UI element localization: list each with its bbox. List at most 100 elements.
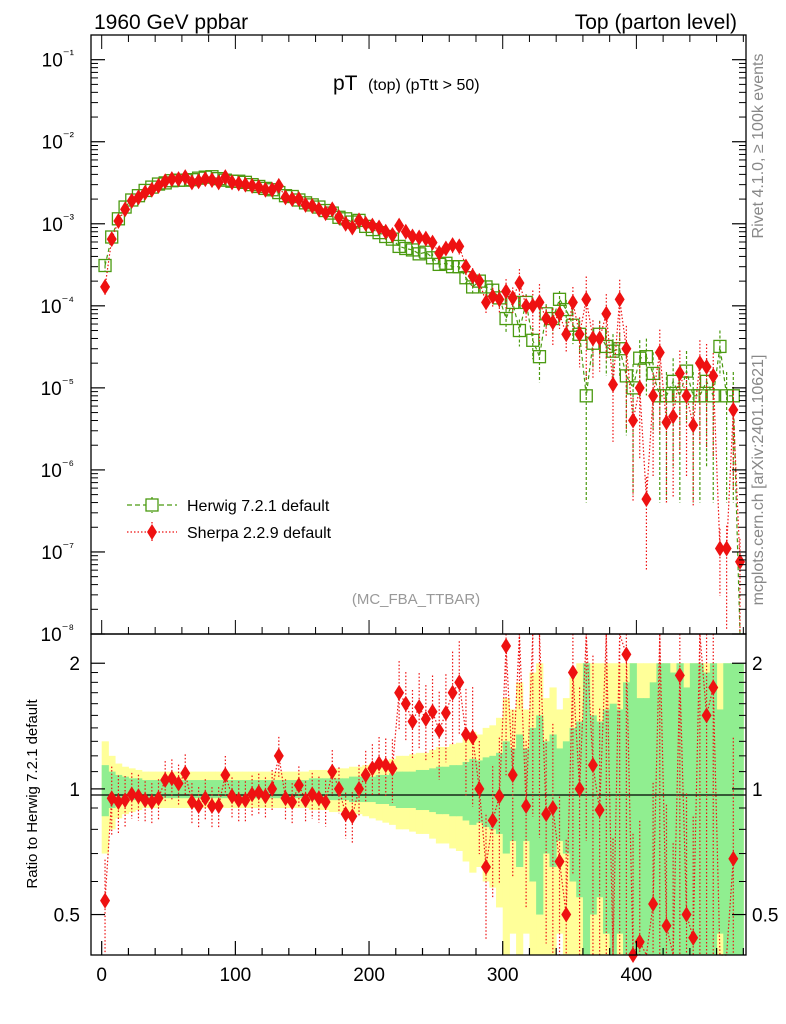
ratio-band-inner [108, 771, 116, 808]
ratio-point [120, 792, 131, 809]
sherpa-point [333, 209, 344, 226]
ratio-point [273, 747, 284, 764]
ratio-point [621, 646, 632, 663]
ratio-point [661, 917, 672, 934]
ratio-point [507, 766, 518, 783]
legend-entry-sherpa: Sherpa 2.2.9 default [127, 522, 332, 542]
sherpa-point [494, 291, 505, 308]
ratio-point [574, 780, 585, 797]
sherpa-point [186, 174, 197, 191]
sherpa-point [394, 217, 405, 234]
ratio-band-inner [208, 780, 216, 799]
sherpa-point [206, 172, 217, 189]
sherpa-point [120, 201, 131, 218]
ratio-point [561, 906, 572, 923]
main-ytick-label: 10⁻⁵ [41, 375, 74, 400]
ratio-band-inner [195, 780, 203, 799]
sherpa-point [601, 305, 612, 322]
legend-label-sherpa: Sherpa 2.2.9 default [187, 525, 332, 542]
sherpa-point [501, 283, 512, 300]
ratio-band-inner [435, 766, 444, 815]
ratio-point [360, 766, 371, 783]
ratio-band-inner [716, 709, 724, 934]
plot-title-main: pT [333, 72, 358, 95]
sherpa-series-main [100, 169, 745, 634]
sherpa-point [387, 226, 398, 243]
sherpa-legend-marker [147, 524, 157, 540]
ratio-point [414, 699, 425, 716]
ratio-band-inner [315, 778, 323, 801]
ratio-point [467, 729, 478, 746]
herwig-point [646, 366, 660, 381]
sherpa-point [106, 231, 117, 248]
ratio-point [267, 780, 278, 797]
ratio-point [113, 794, 124, 811]
herwig-point [439, 256, 453, 270]
ratio-band-inner [148, 780, 156, 799]
sherpa-point [668, 408, 679, 425]
source-label: mcplots.cern.ch [arXiv:2401.10621] [750, 355, 767, 606]
ratio-point [400, 695, 411, 712]
sherpa-point [293, 191, 304, 208]
sherpa-point [567, 294, 578, 311]
ratio-band-inner [342, 778, 350, 801]
sherpa-point [273, 177, 284, 194]
ratio-band-inner [589, 715, 597, 915]
ratio-band-inner [736, 663, 744, 955]
ratio-point [494, 788, 505, 805]
ratio-xtick-label: 200 [353, 965, 385, 986]
ratio-band-inner [275, 780, 283, 799]
herwig-point [633, 351, 647, 365]
ratio-point [648, 895, 659, 912]
herwig-point [499, 311, 513, 326]
sherpa-point [628, 412, 639, 429]
ratio-point [521, 797, 532, 814]
sherpa-point [287, 191, 298, 208]
ratio-point [233, 792, 244, 809]
ratio-band-inner [415, 769, 424, 811]
ratio-point [320, 794, 331, 811]
ratio-band-inner [215, 780, 223, 799]
ratio-band-inner [569, 727, 577, 882]
sherpa-point [347, 219, 358, 236]
sherpa-point [728, 401, 739, 418]
ratio-band-inner [181, 780, 190, 799]
ratio-xtick-label: 300 [487, 965, 519, 986]
ratio-point [240, 792, 251, 809]
ratio-band-inner [322, 778, 330, 801]
sherpa-point [280, 189, 291, 206]
sherpa-point [507, 289, 518, 306]
ratio-point [347, 808, 358, 825]
sherpa-point [547, 314, 558, 331]
ratio-band-inner [348, 776, 357, 803]
ratio-band-inner [723, 663, 731, 955]
herwig-point [392, 239, 406, 254]
ratio-band-inner [369, 776, 377, 803]
ratio-point [374, 755, 385, 772]
herwig-point [552, 292, 567, 306]
main-ytick-label: 10⁻² [42, 129, 75, 154]
sherpa-point [460, 258, 471, 275]
ratio-band-inner [362, 776, 370, 803]
sherpa-point [227, 174, 238, 191]
ratio-xtick-label: 100 [220, 965, 252, 986]
ratio-point [554, 853, 565, 870]
sherpa-point [100, 278, 111, 295]
ratio-band-inner [683, 687, 691, 955]
herwig-point [659, 389, 674, 403]
ratio-ytick-label-right: 0.5 [752, 906, 778, 927]
ratio-point [547, 799, 558, 816]
sherpa-point [514, 274, 525, 291]
ratio-band-inner [562, 741, 571, 854]
ratio-band-inner [616, 709, 624, 934]
ratio-point [126, 786, 137, 803]
ratio-point [206, 797, 217, 814]
sherpa-point [166, 171, 177, 188]
ratio-ytick-label: 2 [69, 654, 80, 675]
ratio-point [474, 780, 485, 797]
plot-title-sub: (top) (pTtt > 50) [368, 77, 480, 94]
ratio-point [481, 858, 492, 875]
legend: Herwig 7.2.1 default Sherpa 2.2.9 defaul… [127, 497, 332, 542]
ratio-band-inner [455, 765, 464, 817]
